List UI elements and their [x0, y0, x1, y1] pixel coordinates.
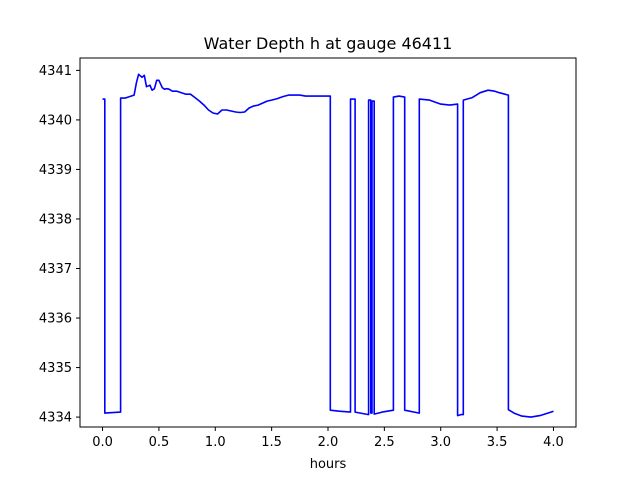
- x-tick-label: 4.0: [543, 435, 564, 450]
- y-tick-label: 4341: [39, 64, 72, 79]
- y-tick-label: 4339: [39, 163, 72, 178]
- x-tick-label: 1.5: [261, 435, 282, 450]
- x-tick-label: 2.5: [374, 435, 395, 450]
- plot-area: 0.0 0.5 1.0 1.5 2.0 2.5 3.0 3.5 4.0 4334 4335 4336…: [39, 57, 577, 450]
- series-line: [102, 73, 554, 418]
- x-tick-label: 2.0: [318, 435, 339, 450]
- x-tick-label: 3.5: [487, 435, 508, 450]
- x-axis-label: hours: [310, 457, 347, 472]
- plot-frame: [79, 57, 577, 428]
- chart-title: Water Depth h at gauge 46411: [204, 34, 453, 53]
- x-tick-label: 3.0: [430, 435, 451, 450]
- x-tick-label: 1.0: [205, 435, 226, 450]
- y-tick-label: 4337: [39, 262, 72, 277]
- y-tick-label: 4338: [39, 212, 72, 227]
- x-tick-label: 0.0: [92, 435, 113, 450]
- y-axis: 4334 4335 4336 4337 4338 4339 4340 4341: [39, 64, 80, 426]
- x-axis: 0.0 0.5 1.0 1.5 2.0 2.5 3.0 3.5 4.0: [92, 427, 564, 450]
- x-tick-label: 0.5: [149, 435, 170, 450]
- y-tick-label: 4334: [39, 411, 72, 426]
- y-tick-label: 4336: [39, 312, 72, 327]
- y-tick-label: 4340: [39, 113, 72, 128]
- y-tick-label: 4335: [39, 361, 72, 376]
